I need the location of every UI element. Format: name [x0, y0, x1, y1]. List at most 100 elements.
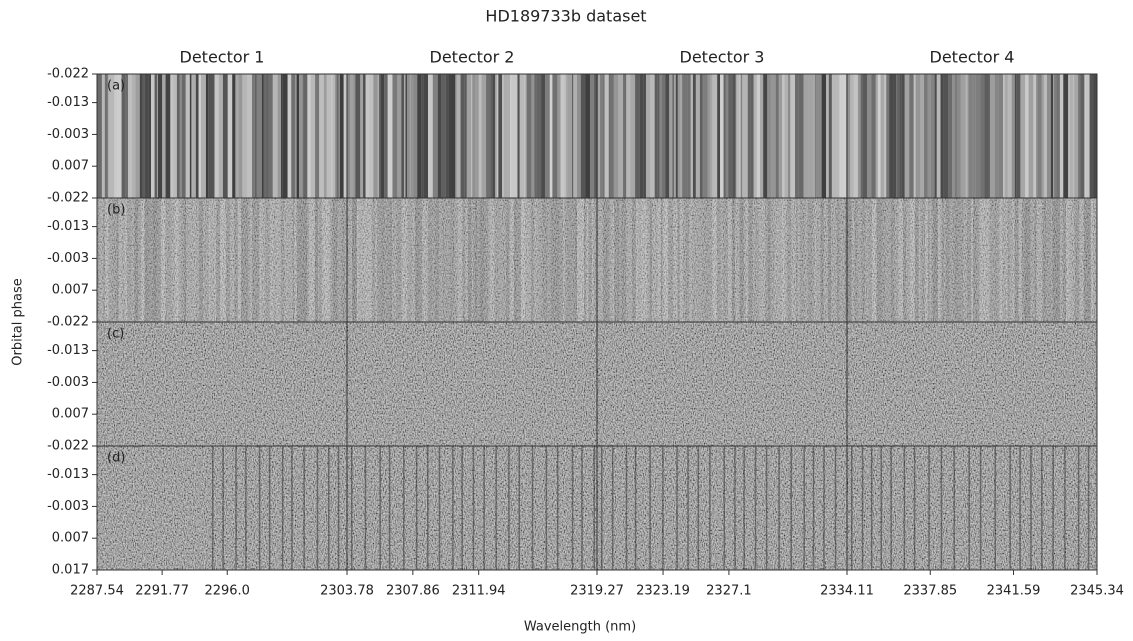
- image-stripe: [191, 74, 194, 198]
- image-line: [823, 446, 825, 570]
- image-stripe: [339, 74, 344, 198]
- image-stripe: [956, 74, 961, 198]
- image-line: [403, 446, 405, 570]
- image-stripe: [1069, 74, 1074, 198]
- image-stripe: [428, 74, 432, 198]
- image-stripe: [659, 74, 662, 198]
- image-stripe: [557, 74, 561, 198]
- image-stripe: [117, 74, 122, 198]
- image-stripe: [512, 74, 518, 198]
- image-stripe: [613, 74, 619, 198]
- image-tint: [347, 322, 597, 446]
- image-line: [880, 446, 883, 570]
- panel-image: [97, 198, 347, 322]
- image-stripe: [895, 74, 898, 198]
- image-noise: [97, 322, 347, 446]
- image-line: [1030, 446, 1032, 570]
- image-stripe: [747, 74, 751, 198]
- image-stripe: [1041, 74, 1044, 198]
- image-stripe: [451, 74, 455, 198]
- image-line: [235, 446, 237, 570]
- image-stripe: [247, 74, 253, 198]
- image-stripe: [332, 74, 336, 198]
- image-stripe: [600, 74, 604, 198]
- image-stripe: [915, 74, 921, 198]
- image-stripe: [365, 74, 370, 198]
- image-stripe: [331, 74, 333, 198]
- y-tick-label: -0.022: [47, 67, 89, 82]
- image-line: [676, 446, 678, 570]
- image-stripe: [1084, 74, 1086, 198]
- image-line: [940, 446, 943, 570]
- panel-image: [347, 322, 597, 446]
- image-stripe: [816, 74, 819, 198]
- image-stripe: [968, 74, 973, 198]
- y-tick-label: 0.017: [52, 563, 89, 578]
- image-stripe: [930, 74, 935, 198]
- image-stripe: [187, 74, 190, 198]
- image-line: [851, 446, 853, 570]
- x-tick-label: 2323.19: [636, 584, 690, 599]
- x-tick-label: 2334.11: [820, 584, 874, 599]
- image-stripe: [1025, 74, 1029, 198]
- image-stripe: [353, 74, 356, 198]
- image-tint: [847, 446, 1097, 570]
- image-line: [778, 446, 780, 570]
- image-stripe: [323, 74, 327, 198]
- image-tint: [347, 446, 597, 570]
- image-stripe: [717, 74, 721, 198]
- image-stripe: [893, 74, 896, 198]
- panel-image: [847, 198, 1097, 322]
- image-stripe: [1080, 74, 1085, 198]
- image-stripe: [1056, 74, 1060, 198]
- x-axis-label: Wavelength (nm): [524, 620, 636, 635]
- image-stripe: [121, 74, 126, 198]
- image-line: [1009, 446, 1011, 570]
- image-stripe: [821, 74, 827, 198]
- x-tick-label: 2303.78: [320, 584, 374, 599]
- image-stripe: [387, 74, 393, 198]
- image-noise: [347, 198, 597, 322]
- x-tick-label: 2319.27: [570, 584, 624, 599]
- image-noise: [847, 198, 1097, 322]
- image-stripe: [397, 74, 402, 198]
- image-line: [351, 446, 353, 570]
- image-stripe: [735, 74, 738, 198]
- image-line: [1077, 446, 1080, 570]
- panel-image: [347, 198, 597, 322]
- image-stripe: [839, 74, 842, 198]
- image-stripe: [990, 74, 995, 198]
- image-noise: [97, 446, 347, 570]
- image-stripe: [654, 74, 658, 198]
- image-stripe: [193, 74, 196, 198]
- image-line: [291, 446, 293, 570]
- image-stripe: [994, 74, 999, 198]
- image-stripe: [242, 74, 248, 198]
- x-tick-label: 2291.77: [135, 584, 189, 599]
- image-stripe: [552, 74, 558, 198]
- image-stripe: [798, 74, 804, 198]
- image-stripe: [265, 74, 269, 198]
- image-stripe: [319, 74, 324, 198]
- image-line: [415, 446, 418, 570]
- image-stripe: [643, 74, 646, 198]
- image-stripe: [475, 74, 479, 198]
- image-stripe: [815, 74, 817, 198]
- image-stripe: [481, 74, 487, 198]
- image-stripe: [920, 74, 925, 198]
- image-stripe: [952, 74, 956, 198]
- image-stripe: [589, 74, 595, 198]
- image-line: [364, 446, 367, 570]
- image-stripe: [984, 74, 989, 198]
- image-stripe: [162, 74, 166, 198]
- column-title: Detector 1: [180, 48, 265, 67]
- image-stripe: [456, 74, 461, 198]
- image-line: [834, 446, 837, 570]
- image-stripe: [509, 74, 512, 198]
- image-stripe: [261, 74, 264, 198]
- image-stripe: [1043, 74, 1046, 198]
- image-stripe: [988, 74, 991, 198]
- image-stripe: [744, 74, 748, 198]
- image-line: [913, 446, 916, 570]
- image-line: [461, 446, 463, 570]
